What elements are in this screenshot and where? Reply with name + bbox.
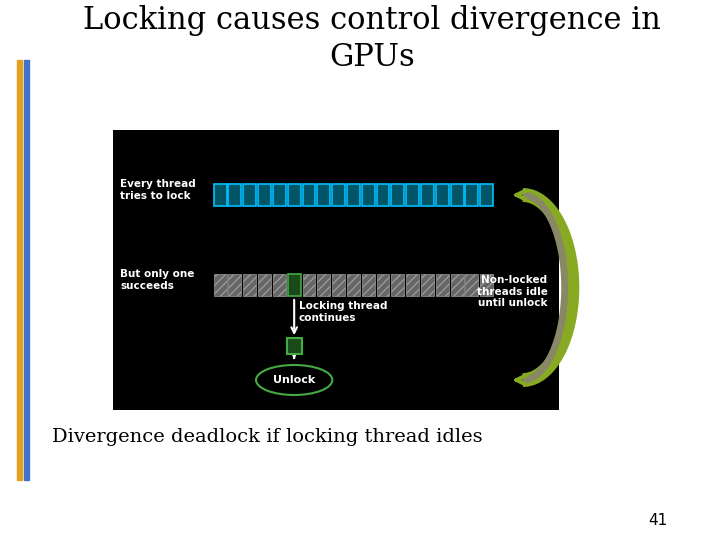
Bar	[228, 274, 241, 296]
Bar	[421, 274, 434, 296]
Bar	[318, 274, 330, 296]
Bar	[243, 274, 256, 296]
Bar	[214, 184, 227, 206]
Bar	[451, 274, 464, 296]
Bar	[406, 274, 419, 296]
Text: 41: 41	[649, 513, 667, 528]
Bar	[347, 184, 360, 206]
Bar	[480, 274, 493, 296]
Bar	[406, 184, 419, 206]
Bar	[302, 184, 315, 206]
Bar	[347, 274, 360, 296]
Bar	[318, 184, 330, 206]
Text: Locking thread
continues: Locking thread continues	[299, 301, 387, 322]
Bar	[436, 184, 449, 206]
Ellipse shape	[256, 365, 333, 395]
Bar	[288, 274, 301, 296]
Bar	[332, 274, 345, 296]
Bar	[17, 60, 22, 480]
Bar	[465, 184, 478, 206]
Bar	[451, 184, 464, 206]
Bar	[436, 274, 449, 296]
Bar	[421, 184, 434, 206]
Text: Locking causes control divergence in
GPUs: Locking causes control divergence in GPU…	[83, 5, 661, 73]
Bar	[361, 184, 374, 206]
Bar	[243, 184, 256, 206]
Bar	[361, 274, 374, 296]
Bar	[288, 184, 301, 206]
Bar	[302, 274, 315, 296]
Bar	[480, 184, 493, 206]
Bar	[287, 338, 302, 354]
Text: Every thread
tries to lock: Every thread tries to lock	[120, 179, 196, 201]
Bar	[214, 274, 227, 296]
Bar	[273, 184, 286, 206]
Bar	[258, 184, 271, 206]
Bar	[377, 274, 390, 296]
Text: Unlock: Unlock	[273, 375, 315, 385]
Bar	[228, 184, 241, 206]
Bar	[24, 60, 29, 480]
Bar	[273, 274, 286, 296]
Bar	[258, 274, 271, 296]
Bar	[377, 184, 390, 206]
Bar	[392, 184, 405, 206]
Bar	[332, 184, 345, 206]
Bar	[392, 274, 405, 296]
Bar	[465, 274, 478, 296]
Text: But only one
succeeds: But only one succeeds	[120, 269, 194, 291]
Text: Divergence deadlock if locking thread idles: Divergence deadlock if locking thread id…	[53, 428, 483, 446]
Text: Non-locked
threads idle
until unlock: Non-locked threads idle until unlock	[477, 275, 547, 308]
Bar	[112, 130, 559, 410]
